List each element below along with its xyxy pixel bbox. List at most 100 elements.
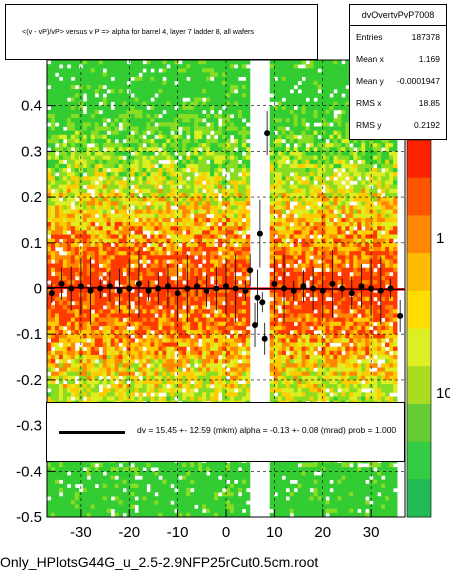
heat-cell [90, 163, 96, 169]
heat-cell [142, 180, 147, 186]
heat-cell [82, 305, 88, 310]
heat-cell [82, 350, 88, 356]
heat-cell [174, 64, 179, 69]
heat-cell [190, 263, 195, 269]
heat-cell [58, 234, 64, 240]
heat-cell [50, 234, 56, 240]
heat-cell [202, 392, 207, 397]
heat-cell [66, 151, 72, 156]
heat-cell [138, 276, 143, 281]
heat-cell [233, 80, 239, 86]
heat-cell [82, 330, 88, 335]
heat-cell [158, 217, 163, 223]
heat-cell [90, 267, 96, 273]
heat-cell [94, 118, 100, 123]
heat-cell [214, 68, 219, 73]
heat-cell [82, 130, 88, 136]
heat-cell [50, 76, 56, 82]
heat-cell [146, 101, 151, 107]
heat-cell [138, 226, 143, 231]
heat-cell [182, 89, 187, 94]
heat-cell [162, 504, 167, 510]
heat-cell [98, 300, 104, 306]
heat-cell [206, 321, 211, 327]
heat-cell [82, 317, 88, 323]
heat-cell [114, 134, 119, 140]
heat-cell [118, 354, 123, 360]
heat-cell [218, 226, 223, 231]
heat-cell [150, 188, 155, 194]
heat-cell [94, 151, 100, 156]
heat-cell [94, 309, 100, 314]
heat-cell [138, 118, 143, 123]
heat-cell [118, 180, 123, 186]
heat-cell [142, 280, 147, 285]
heat-cell [222, 483, 227, 489]
heat-cell [66, 313, 72, 318]
heat-cell [166, 462, 171, 468]
heat-cell [122, 68, 127, 73]
heat-cell [47, 508, 52, 514]
heat-cell [126, 147, 131, 152]
heat-cell [66, 222, 72, 227]
heat-cell [82, 379, 88, 385]
heat-cell [162, 276, 167, 281]
heat-cell [182, 284, 187, 289]
heat-cell [190, 143, 195, 148]
heat-cell [150, 201, 155, 206]
heat-cell [90, 76, 96, 82]
heat-cell [114, 201, 119, 206]
heat-cell [158, 346, 163, 352]
heat-cell [138, 479, 143, 485]
heat-cell [166, 296, 171, 302]
heat-cell [90, 122, 96, 127]
heat-cell [58, 496, 64, 501]
heat-cell [150, 114, 155, 119]
heat-cell [54, 130, 60, 136]
heat-cell [102, 334, 108, 339]
heat-cell [170, 159, 175, 165]
heat-cell [222, 255, 227, 260]
heat-cell [122, 475, 127, 480]
heat-cell [146, 238, 151, 244]
heat-cell [233, 321, 239, 327]
heat-cell [237, 462, 243, 468]
heat-cell [122, 467, 127, 472]
heat-cell [110, 60, 116, 65]
heat-cell [54, 259, 60, 264]
heat-cell [142, 479, 147, 485]
heat-cell [182, 101, 187, 107]
heat-cell [78, 325, 84, 331]
heat-cell [226, 384, 231, 389]
heat-cell [94, 205, 100, 210]
heat-cell [226, 342, 231, 348]
heat-cell [229, 188, 235, 194]
heat-cell [178, 492, 183, 497]
heat-cell [241, 321, 247, 327]
heat-cell [126, 496, 131, 501]
heat-cell [174, 138, 179, 144]
heat-cell [142, 197, 147, 202]
heat-cell [94, 188, 100, 194]
heat-cell [146, 375, 151, 381]
heat-cell [154, 305, 159, 310]
heat-cell [122, 267, 127, 273]
heat-cell [174, 255, 179, 260]
heat-cell [162, 500, 167, 505]
heat-cell [198, 267, 203, 273]
heat-cell [241, 197, 247, 202]
heat-cell [146, 60, 151, 65]
heat-cell [154, 180, 159, 186]
heat-cell [222, 197, 227, 202]
heat-cell [182, 296, 187, 302]
heat-cell [86, 508, 92, 514]
heat-cell [138, 134, 143, 140]
heat-cell [98, 97, 104, 102]
heat-cell [47, 288, 52, 294]
heat-cell [94, 101, 100, 107]
heat-cell [102, 155, 108, 161]
heat-cell [222, 60, 227, 65]
heat-cell [174, 305, 179, 310]
heat-cell [102, 172, 108, 177]
heat-cell [158, 263, 163, 269]
